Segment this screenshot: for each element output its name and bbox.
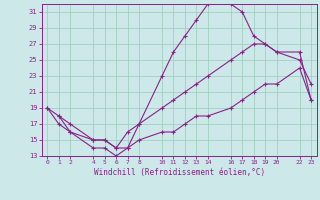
- X-axis label: Windchill (Refroidissement éolien,°C): Windchill (Refroidissement éolien,°C): [94, 168, 265, 177]
